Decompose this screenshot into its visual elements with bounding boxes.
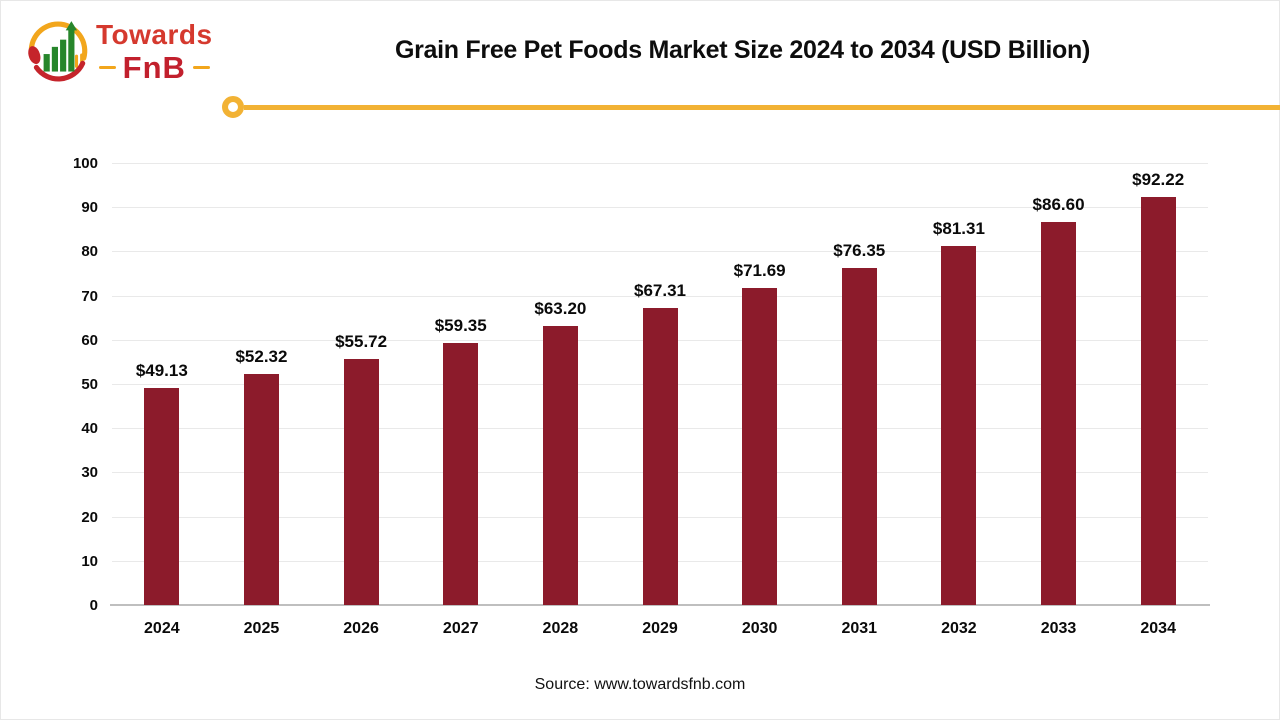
bar-2031 — [841, 267, 877, 605]
x-axis: 2024 2025 2026 2027 2028 2029 2030 2031 2032 2033… — [112, 607, 1208, 647]
x-tick-label: 2027 — [442, 620, 479, 637]
x-tick-label: 2031 — [841, 620, 878, 637]
bar-2032 — [941, 245, 977, 605]
bar-2033 — [1041, 222, 1077, 605]
x-tick-label: 2024 — [144, 620, 180, 637]
bar-value-label: $55.72 — [335, 331, 388, 351]
y-tick-label: 80 — [81, 243, 98, 261]
logo-towards-text: Towards — [96, 19, 213, 50]
y-tick-label: 0 — [89, 597, 98, 614]
y-tick-label: 20 — [81, 508, 98, 526]
bar-2034 — [1140, 197, 1176, 605]
bar-2029 — [642, 307, 678, 605]
y-axis: 0 10 20 30 40 50 60 70 80 90 100 — [34, 155, 98, 614]
logo-emblem-icon — [28, 21, 88, 82]
bar-2027 — [443, 342, 479, 605]
x-tick-label: 2028 — [542, 620, 579, 637]
source-text: Source: www.towardsfnb.com — [534, 676, 746, 693]
bar-value-label: $59.35 — [434, 315, 487, 335]
gridline — [112, 251, 1208, 253]
y-tick-label: 60 — [81, 331, 98, 349]
logo-dash-left — [98, 66, 116, 69]
x-tick-label: 2026 — [343, 620, 379, 637]
bar-value-label: $86.60 — [1032, 195, 1085, 215]
logo-fnb-text: FnB — [122, 50, 186, 85]
x-tick-label: 2025 — [243, 620, 280, 637]
x-axis-baseline — [110, 604, 1210, 606]
bar-2028 — [542, 325, 578, 605]
bar-value-label: $52.32 — [235, 346, 288, 366]
bar-value-label: $49.13 — [135, 360, 188, 380]
bar-value-label: $92.22 — [1132, 170, 1185, 190]
y-tick-label: 70 — [81, 287, 98, 305]
bar-value-label: $63.20 — [534, 298, 587, 318]
logo-arc-red — [33, 60, 86, 82]
bar-value-label: $81.31 — [932, 218, 985, 238]
gridline — [112, 207, 1208, 209]
x-tick-label: 2030 — [741, 620, 778, 637]
bar-value-label: $76.35 — [833, 240, 886, 260]
x-tick-label: 2029 — [642, 620, 678, 637]
y-tick-label: 40 — [81, 420, 98, 438]
y-tick-label: 30 — [81, 464, 98, 482]
logo-arc-yellow — [28, 21, 88, 61]
divider-ring-icon — [222, 96, 244, 118]
bar-2024 — [144, 387, 180, 605]
spoon-icon — [28, 46, 41, 65]
gridline — [112, 295, 1208, 297]
y-tick-label: 50 — [81, 376, 98, 393]
bar-2026 — [343, 358, 379, 605]
x-tick-label: 2033 — [1040, 620, 1077, 637]
bar-2030 — [742, 288, 778, 605]
bar-chart-plot-area: $49.13 $52.32 $55.72 $59.35 $63.20 $67.31 $71.… — [110, 163, 1210, 606]
growth-bars-icon — [43, 21, 78, 72]
logo-fnb-row: FnB — [96, 52, 213, 83]
logo-dash-right — [192, 66, 210, 69]
logo-text: Towards FnB — [96, 19, 213, 84]
chart-title: Grain Free Pet Foods Market Size 2024 to… — [394, 36, 1090, 64]
y-tick-label: 10 — [81, 552, 98, 570]
title-underline — [244, 105, 1280, 110]
bar-value-label: $71.69 — [733, 261, 786, 281]
gridline — [112, 163, 1208, 164]
towardsfnb-logo: Towards FnB — [22, 12, 222, 92]
y-tick-label: 100 — [72, 155, 98, 172]
y-tick-label: 90 — [81, 199, 98, 217]
x-tick-label: 2032 — [941, 620, 977, 637]
bar-2025 — [243, 373, 279, 605]
bar-value-label: $67.31 — [634, 280, 686, 300]
x-tick-label: 2034 — [1140, 620, 1176, 637]
